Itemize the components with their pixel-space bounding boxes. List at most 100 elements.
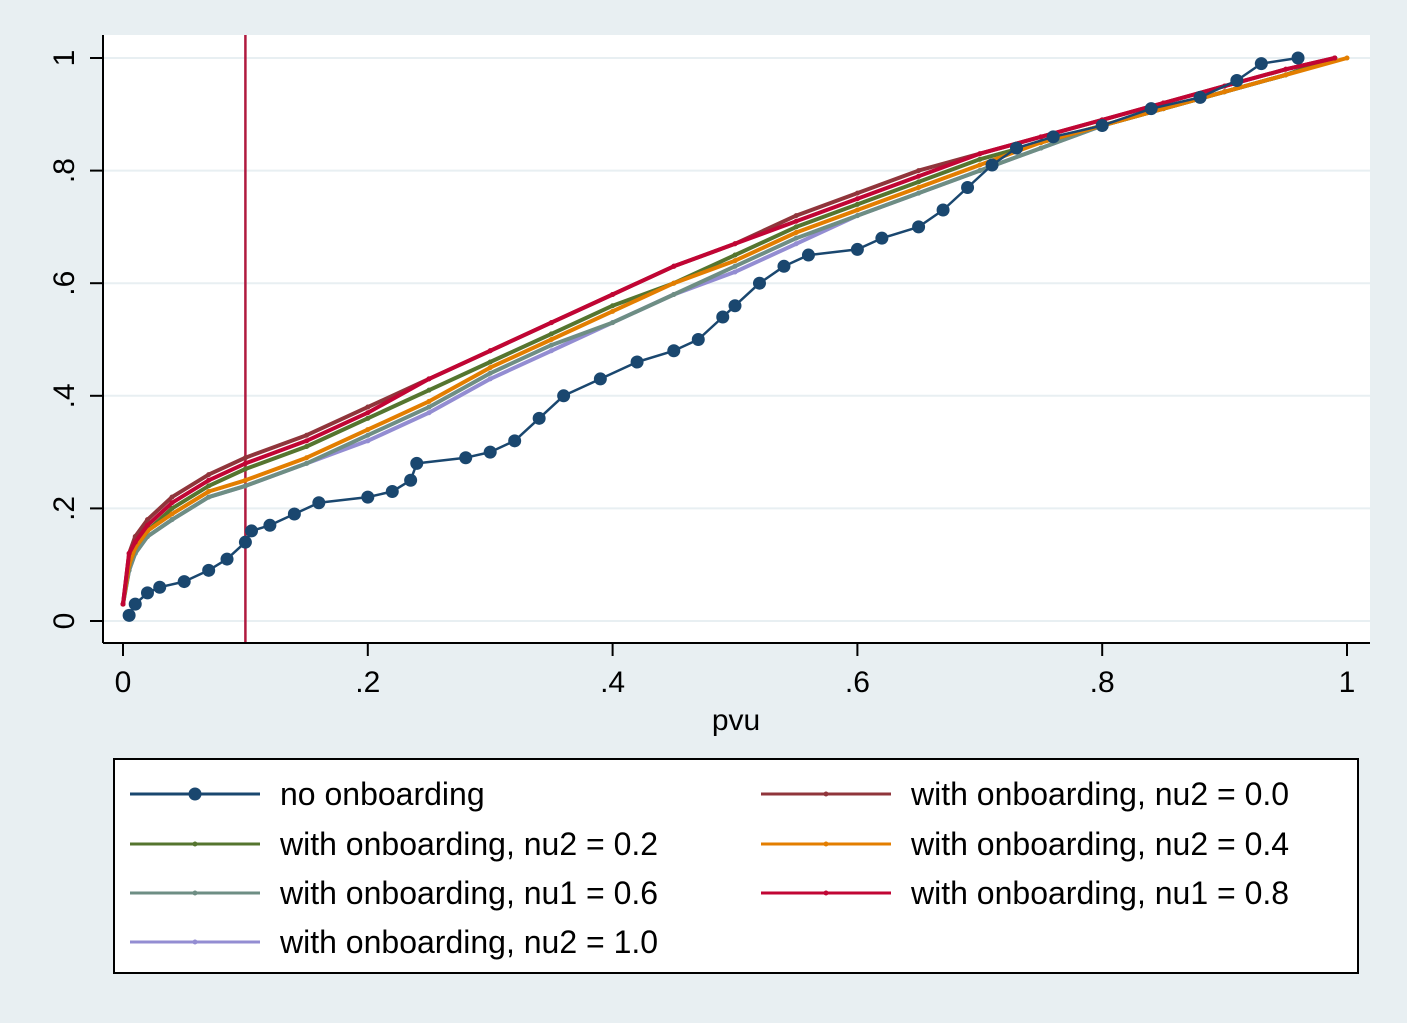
data-point — [752, 276, 766, 290]
data-point — [854, 201, 860, 207]
data-point — [716, 310, 730, 324]
axes: 0 .2 .4 .6 .8 1 0 .2 .4 .6 .8 1 — [48, 35, 1370, 699]
data-point — [1193, 90, 1207, 104]
data-point — [1283, 66, 1289, 72]
y-tick-label: 1 — [48, 50, 81, 67]
data-point — [304, 455, 310, 461]
data-point — [426, 376, 432, 382]
data-point — [153, 580, 167, 594]
legend-item: with onboarding, nu1 = 0.6 — [130, 875, 658, 911]
data-point — [487, 365, 493, 371]
data-point — [854, 196, 860, 202]
data-point — [671, 280, 677, 286]
data-point — [487, 376, 493, 382]
x-tick-label: 0 — [115, 666, 132, 699]
data-point — [985, 158, 999, 172]
data-point — [177, 575, 191, 589]
data-point — [410, 456, 424, 470]
legend-item: with onboarding, nu1 = 0.8 — [761, 875, 1289, 911]
data-point — [610, 320, 616, 326]
x-tick-label: 1 — [1339, 666, 1356, 699]
legend: no onboarding with onboarding, nu2 = 0.0 w… — [113, 758, 1359, 974]
data-point — [916, 190, 922, 196]
data-point — [916, 179, 922, 185]
data-point — [169, 500, 175, 506]
data-point — [245, 524, 259, 538]
data-point — [404, 473, 418, 487]
data-point — [732, 252, 738, 258]
data-point — [169, 511, 175, 517]
x-tick-label: .2 — [355, 666, 380, 699]
data-point — [242, 477, 248, 483]
data-point — [793, 230, 799, 236]
data-point — [122, 608, 136, 622]
legend-item: no onboarding — [130, 776, 485, 812]
data-point — [732, 269, 738, 275]
data-point — [610, 291, 616, 297]
data-point — [365, 427, 371, 433]
y-tick-label: 0 — [48, 613, 81, 630]
data-point — [304, 438, 310, 444]
legend-swatch-marker — [192, 939, 198, 945]
data-point — [548, 337, 554, 342]
data-point — [1344, 55, 1350, 61]
data-point — [169, 517, 175, 523]
legend-swatch-marker — [823, 841, 829, 847]
data-point — [1038, 134, 1044, 140]
data-point — [1291, 51, 1305, 65]
legend-swatch-marker — [192, 841, 198, 847]
legend-swatch-marker — [823, 890, 829, 896]
data-point — [671, 291, 677, 297]
data-point — [140, 586, 154, 600]
data-point — [916, 184, 922, 190]
legend-label: with onboarding, nu1 = 0.8 — [910, 875, 1289, 911]
data-point — [126, 550, 132, 556]
data-point — [793, 213, 799, 219]
series-0 — [122, 51, 1305, 622]
data-point — [263, 518, 277, 532]
data-point — [242, 455, 248, 461]
y-tick-label: .2 — [48, 496, 81, 521]
legend-label: with onboarding, nu2 = 0.4 — [910, 826, 1289, 862]
data-point — [426, 398, 432, 404]
data-point — [287, 507, 301, 521]
data-point — [1332, 55, 1338, 61]
data-point — [793, 218, 799, 224]
data-point — [1046, 130, 1060, 144]
data-point — [667, 344, 681, 358]
data-point — [120, 601, 126, 607]
legend-item: with onboarding, nu2 = 1.0 — [130, 924, 658, 960]
data-point — [365, 410, 371, 416]
data-point — [426, 410, 432, 416]
data-point — [732, 263, 738, 269]
data-point — [610, 308, 616, 314]
data-point — [916, 168, 922, 174]
data-point — [365, 404, 371, 410]
data-point — [854, 213, 860, 219]
y-tick-label: .6 — [48, 271, 81, 296]
data-point — [361, 490, 375, 504]
data-point — [487, 348, 493, 354]
data-point — [304, 460, 310, 466]
data-point — [732, 241, 738, 247]
data-point — [793, 235, 799, 241]
data-point — [206, 483, 212, 489]
data-point — [977, 156, 983, 162]
legend-label: with onboarding, nu1 = 0.6 — [279, 875, 658, 911]
data-point — [977, 162, 983, 168]
data-point — [593, 372, 607, 386]
legend-label: no onboarding — [280, 776, 485, 812]
data-point — [1010, 141, 1024, 155]
data-point — [801, 248, 815, 262]
data-point — [1222, 89, 1228, 95]
data-point — [459, 451, 473, 465]
gridlines — [103, 57, 1370, 622]
data-point — [132, 539, 138, 545]
data-point — [610, 303, 616, 309]
data-point — [1254, 57, 1268, 71]
data-point — [548, 320, 554, 326]
data-point — [1230, 74, 1244, 88]
legend-box — [113, 758, 1359, 974]
data-point — [144, 517, 150, 523]
legend-label: with onboarding, nu2 = 1.0 — [279, 924, 658, 960]
